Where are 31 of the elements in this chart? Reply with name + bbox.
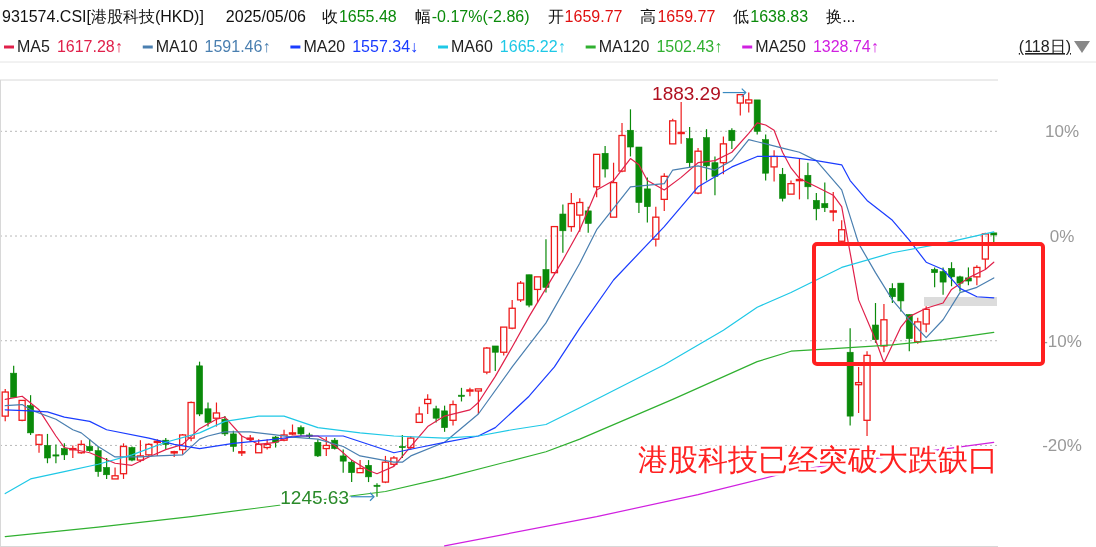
text: 1659.77 <box>564 8 623 25</box>
legend-label: MA250 <box>755 38 807 55</box>
text: 换... <box>826 8 856 25</box>
text: 1617.28↑ <box>56 38 123 55</box>
legend-label: MA10 <box>155 38 198 55</box>
text: 高 <box>640 8 657 25</box>
text: (118日) <box>1018 38 1071 55</box>
annotation: 1883.29 <box>652 82 721 104</box>
legend-label: MA5 <box>17 38 50 55</box>
text: 1557.34↓ <box>352 38 419 55</box>
y-tick-label: 10% <box>1044 122 1080 142</box>
legend-label: MA20 <box>303 38 346 55</box>
text: 1591.46↑ <box>204 38 271 55</box>
text: 低 <box>733 8 750 25</box>
chart-subtitle: 2025/05/06 <box>225 8 307 25</box>
legend-label: MA120 <box>598 38 650 55</box>
legend-label: MA60 <box>451 38 493 55</box>
text: -0.17%(-2.86) <box>431 8 530 25</box>
y-tick-label: -20% <box>1042 436 1082 456</box>
text: 1638.83 <box>750 8 809 25</box>
text: 1655.48 <box>338 8 397 25</box>
text: 1659.77 <box>657 8 716 25</box>
text: 1502.43↑ <box>656 38 723 55</box>
text: 幅 <box>414 8 431 25</box>
y-tick-label: -10% <box>1042 331 1082 351</box>
text: 1665.22↑ <box>499 38 566 55</box>
text: 收 <box>321 8 338 25</box>
text: 开 <box>547 8 564 25</box>
chart-title: 931574.CSI[港股科技(HKD)] <box>2 8 204 25</box>
y-tick-label: 0% <box>1049 227 1075 247</box>
text: 1328.74↑ <box>812 38 879 55</box>
